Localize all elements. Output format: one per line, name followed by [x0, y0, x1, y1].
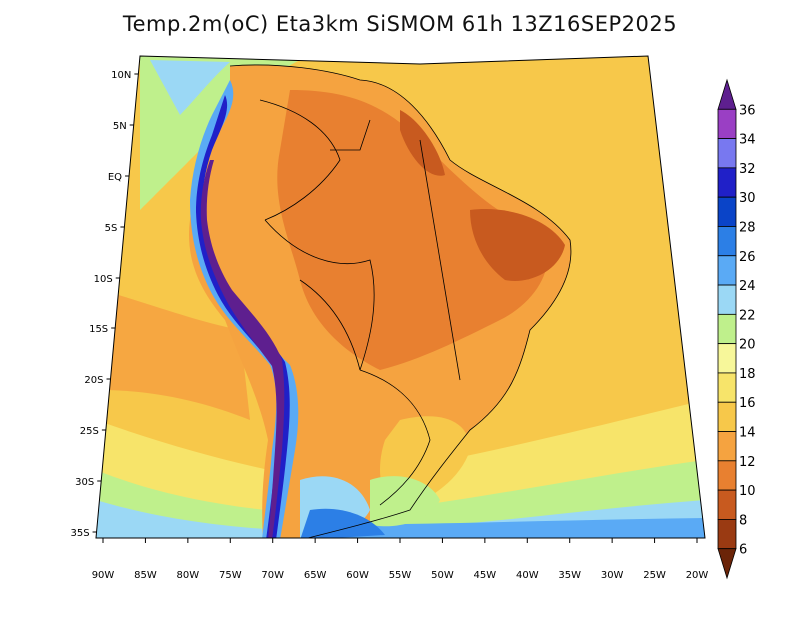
colorbar-label: 28	[739, 220, 756, 235]
lat-tick-label: 5N	[113, 121, 127, 132]
colorbar-segment	[717, 167, 737, 198]
colorbar-label: 22	[739, 308, 756, 323]
lat-tick-label: EQ	[108, 172, 122, 183]
colorbar-label: 30	[739, 191, 756, 206]
lat-tick-label: 10N	[111, 70, 131, 81]
lon-tick-label: 60W	[346, 570, 369, 581]
lon-tick-label: 75W	[219, 570, 242, 581]
lat-tick-label: 5S	[105, 223, 118, 234]
lon-tick-label: 70W	[261, 570, 284, 581]
colorbar-label: 18	[739, 367, 756, 382]
lat-tick-label: 10S	[94, 274, 113, 285]
lon-tick-label: 45W	[474, 570, 497, 581]
colorbar-label: 8	[739, 513, 747, 528]
atlantic-warm	[560, 200, 705, 360]
south-ocean-band-4	[300, 518, 705, 538]
temperature-field	[96, 56, 705, 538]
map-title: Temp.2m(oC) Eta3km SiSMOM 61h 13Z16SEP20…	[122, 12, 678, 36]
colorbar-segment	[717, 226, 737, 257]
northeast-brazil-very-hot	[470, 209, 565, 281]
colorbar-segment	[717, 401, 737, 432]
lon-tick-label: 40W	[516, 570, 539, 581]
lat-tick-label: 35S	[70, 528, 89, 539]
uruguay-cool	[370, 476, 440, 527]
brazil-hot-interior	[277, 90, 548, 370]
lon-tick-label: 30W	[601, 570, 624, 581]
colorbar-label: 26	[739, 250, 756, 265]
lon-tick-label: 50W	[431, 570, 454, 581]
map-frame	[95, 55, 706, 539]
lon-tick-label: 65W	[304, 570, 327, 581]
patagonia-cold	[300, 508, 385, 538]
andes-very-cold	[200, 160, 285, 538]
colorbar-segment	[717, 138, 737, 169]
colorbar-segment	[717, 343, 737, 374]
lon-tick-label: 85W	[134, 570, 157, 581]
lon-tick-label: 80W	[177, 570, 200, 581]
colorbar-label: 34	[739, 133, 756, 148]
lat-tick-label: 25S	[80, 426, 99, 437]
lon-tick-label: 55W	[389, 570, 412, 581]
colorbar-bottom-arrow	[717, 548, 737, 580]
colorbar-segment	[717, 313, 737, 345]
colorbar-top-arrow	[717, 78, 737, 110]
lon-tick-label: 25W	[643, 570, 666, 581]
colorbar-label: 16	[739, 396, 756, 411]
latitude-axis: 10N 5N EQ 5S 10S 15S 20S 25S 30S 35S	[70, 70, 139, 539]
colorbar-segment	[717, 284, 737, 315]
lat-tick-label: 20S	[84, 375, 103, 386]
pacific-warm-band	[100, 290, 250, 420]
lat-tick-label: 15S	[89, 324, 108, 335]
colorbar-label: 14	[739, 426, 756, 441]
colorbar-segment	[717, 489, 737, 520]
colorbar-segment	[717, 519, 737, 550]
colorbar-label: 10	[739, 484, 756, 499]
colorbar-segment	[717, 108, 737, 139]
colorbar-label: 6	[739, 543, 747, 558]
colorbar-label: 20	[739, 338, 756, 353]
colorbar-segment	[717, 460, 737, 491]
colorbar-label: 24	[739, 279, 756, 294]
colorbar-label: 32	[739, 162, 756, 177]
lon-tick-label: 20W	[686, 570, 709, 581]
north-brazil-very-hot	[400, 110, 445, 176]
longitude-axis: 90W 85W 80W 75W 70W 65W 60W 55W 50W 45W 40W 35W 30W 2…	[92, 538, 709, 581]
colorbar: 6 8 10 12 14 16 18 20 22 24 26 28 30 32 34 36	[717, 78, 756, 580]
lon-tick-label: 90W	[92, 570, 115, 581]
andes-cool-flank	[190, 80, 299, 538]
country-borders	[229, 64, 572, 538]
north-pacific-cooler	[150, 60, 230, 115]
lon-tick-label: 35W	[558, 570, 581, 581]
colorbar-segment	[717, 431, 737, 462]
colorbar-segment	[717, 372, 737, 403]
colorbar-label: 12	[739, 455, 756, 470]
colorbar-segment	[717, 196, 737, 227]
colorbar-segment	[717, 255, 737, 286]
colorbar-label: 36	[739, 103, 756, 118]
lat-tick-label: 30S	[75, 477, 94, 488]
